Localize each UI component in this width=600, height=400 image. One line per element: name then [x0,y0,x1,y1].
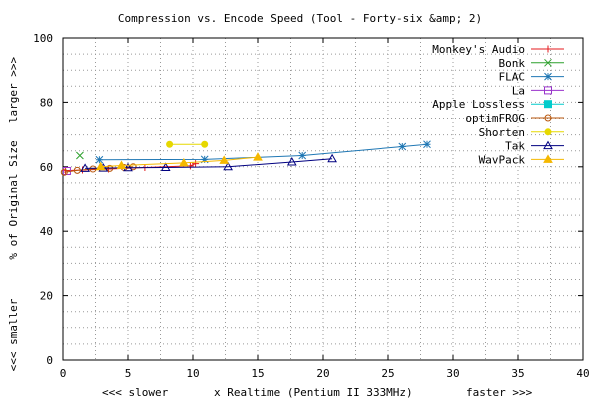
data-point [192,160,200,168]
data-point [544,72,552,81]
grid-lines [63,38,583,360]
legend-label: Tak [505,140,525,153]
y-tick-label: 80 [40,96,53,109]
x-tick-label: 0 [60,367,67,380]
y-tick-label: 60 [40,161,53,174]
y-tick-label: 100 [33,32,53,45]
series-shorten [166,140,209,148]
axis-ticks: 0 5 10 15 20 25 30 35 40 0 20 40 60 80 100 [33,32,590,380]
series-flac [95,140,431,164]
x-tick-label: 5 [125,367,132,380]
data-point [298,151,307,160]
data-point [223,161,233,171]
data-point [76,151,84,160]
data-point [160,162,171,171]
data-point [73,166,81,174]
series-layer [60,140,431,176]
x-axis-label: x Realtime (Pentium II 333MHz) [214,386,413,399]
series-line [99,143,428,161]
legend-label: Apple Lossless [432,98,525,111]
legend-label: FLAC [499,71,526,84]
data-point [544,114,552,122]
x-tick-label: 25 [381,367,394,380]
data-point [89,165,97,173]
data-point [327,153,337,163]
chart-title: Compression vs. Encode Speed (Tool - For… [118,12,482,25]
y-tick-label: 20 [40,290,53,303]
data-point [200,155,209,164]
legend-label: optimFROG [465,112,525,125]
series-bonk [76,151,84,160]
data-point [60,168,68,176]
data-point [95,161,106,171]
series-wavpack [95,152,263,171]
data-point [95,155,104,164]
data-point [166,140,174,148]
legend-label: La [512,84,525,97]
data-point [423,140,431,149]
x-tick-label: 15 [251,367,264,380]
x-tick-label: 10 [186,367,199,380]
legend-label: Bonk [499,57,526,70]
data-point [544,86,552,95]
x-tick-label: 30 [446,367,459,380]
data-point [201,140,209,148]
data-point [286,156,297,166]
data-point [544,45,552,53]
data-point [398,142,407,151]
data-point [253,152,263,161]
data-point [179,157,189,167]
data-point [544,128,552,136]
x-tick-label: 35 [511,367,524,380]
y-axis-label-bottom: <<< smaller [7,298,20,371]
legend-label: Shorten [479,126,525,139]
x-axis-label-left: <<< slower [102,386,169,399]
data-point [543,154,553,163]
y-axis-label: % of Original Size [7,140,20,259]
data-point [123,162,133,172]
data-point [116,160,127,170]
y-axis-label-top: larger >>> [7,57,20,124]
y-tick-label: 40 [40,225,53,238]
x-tick-label: 20 [316,367,329,380]
data-point [543,140,553,150]
data-point [219,155,230,164]
data-point [544,100,552,109]
legend-label: Monkey's Audio [432,43,525,56]
legend-label: WavPack [479,153,526,166]
data-point [80,163,90,172]
x-axis-label-right: faster >>> [466,386,533,399]
y-tick-label: 0 [46,354,53,367]
data-point [544,58,552,67]
x-tick-label: 40 [576,367,589,380]
